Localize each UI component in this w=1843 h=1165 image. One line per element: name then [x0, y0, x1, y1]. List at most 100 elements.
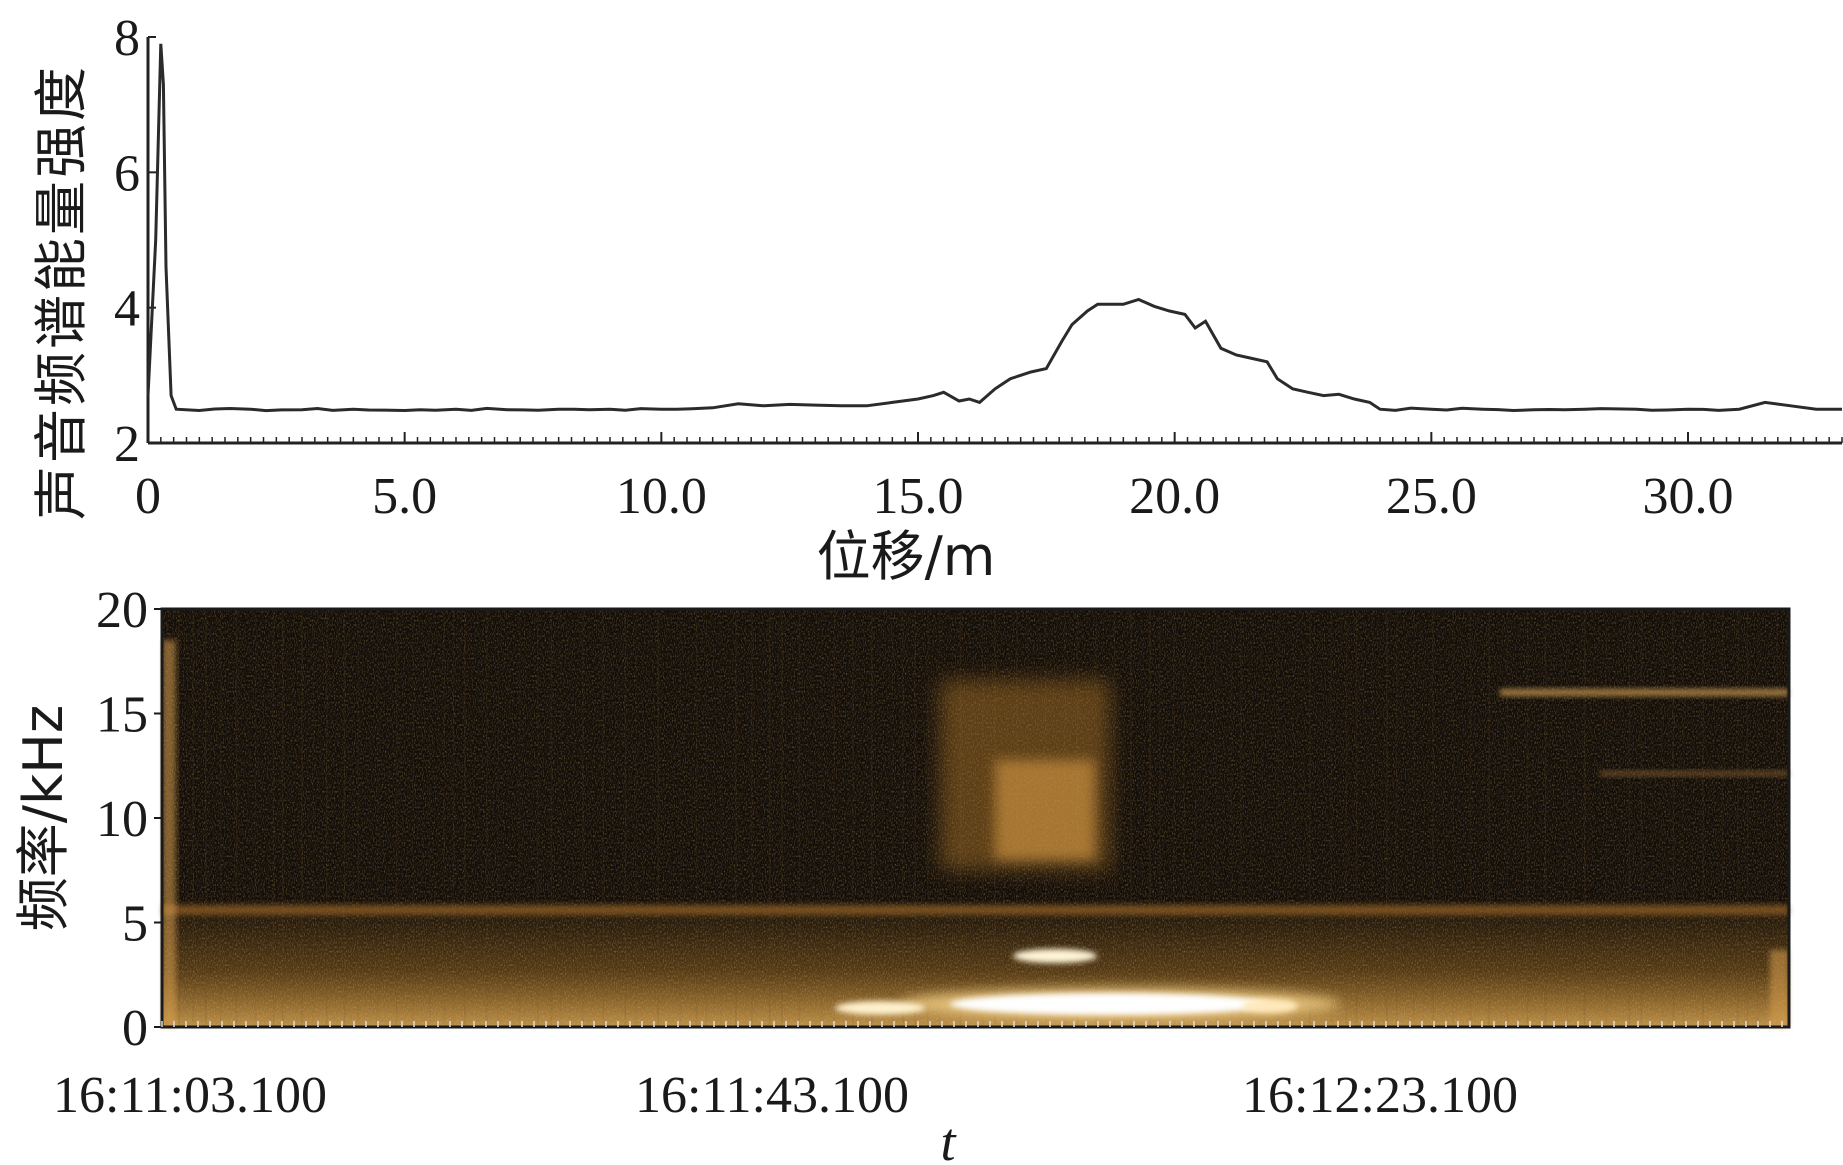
stripe [852, 611, 854, 1025]
left-edge-energy [162, 640, 176, 1027]
band-5khz [162, 905, 1789, 915]
stripe [1605, 611, 1608, 1025]
y-tick-label: 5 [122, 896, 148, 953]
stripe [357, 611, 360, 1025]
stripe [1628, 611, 1631, 1025]
line-chart: 0 5.0 10.0 15.0 20.0 25.0 30.0 2 4 6 8 位移/m 声音频谱能量… [30, 10, 1843, 588]
stripe [582, 611, 584, 1025]
x-tick-label: 20.0 [1129, 468, 1220, 525]
y-tick-label: 10 [96, 791, 148, 848]
y-axis-label: 声音频谱能量强度 [30, 64, 93, 520]
stripe [602, 611, 605, 1025]
stripe [1194, 611, 1197, 1025]
stripe [781, 611, 783, 1025]
stripe [938, 611, 941, 1025]
stripe [1240, 611, 1242, 1025]
stripe [1672, 611, 1675, 1025]
stripe [395, 611, 398, 1025]
line-chart-axes [146, 37, 1842, 445]
line-chart-ticks: 0 5.0 10.0 15.0 20.0 25.0 30.0 2 4 6 8 [114, 10, 1843, 525]
burst-1khz [950, 993, 1270, 1015]
stripe [1506, 611, 1509, 1025]
x-tick-label: 15.0 [873, 468, 964, 525]
x-tick-label: 10.0 [616, 468, 707, 525]
y-tick-label: 20 [96, 582, 148, 639]
stripe [497, 611, 500, 1025]
stripe [219, 611, 222, 1025]
stripe [1371, 611, 1373, 1025]
stripe [871, 611, 873, 1025]
spectrogram-image [162, 609, 1789, 1027]
stripe [1309, 611, 1311, 1025]
stripe [281, 611, 284, 1025]
stripe [768, 611, 771, 1025]
stripe [1526, 611, 1529, 1025]
stripe [1737, 611, 1739, 1025]
stripe [518, 611, 521, 1025]
stripe [1277, 611, 1279, 1025]
stripe [1261, 611, 1263, 1025]
x-axis-label-t: t [940, 1112, 957, 1165]
stripe [833, 611, 836, 1025]
spectrogram-ticks: 0 5 10 15 20 16:11:03.100 16:11:43.100 16:12:23… [53, 582, 1783, 1124]
stripe [798, 611, 801, 1025]
stripe [1682, 611, 1685, 1025]
stripe [657, 611, 659, 1025]
stripe [429, 611, 431, 1025]
y-axis-label-frequency: 频率/kHz [12, 705, 75, 931]
stripe [204, 611, 207, 1025]
burst-3khz [1013, 949, 1097, 963]
stripe [485, 611, 488, 1025]
stripe [735, 611, 737, 1025]
stripe [720, 611, 722, 1025]
stripe [254, 611, 257, 1025]
mid-burst-core [995, 760, 1095, 860]
stripe [1640, 611, 1643, 1025]
series-line [146, 43, 1842, 413]
stripe [1113, 611, 1116, 1025]
stripe [550, 611, 553, 1025]
stripe [452, 611, 455, 1025]
stripe [705, 611, 708, 1025]
stripe [1544, 611, 1547, 1025]
burst-1khz-left [835, 1001, 925, 1015]
stripe [1469, 611, 1472, 1025]
stripe [1702, 611, 1704, 1025]
stripe [1355, 611, 1358, 1025]
stripe [624, 611, 627, 1025]
stripe [343, 611, 346, 1025]
y-tick-label: 0 [122, 1000, 148, 1057]
stripe [1330, 611, 1333, 1025]
stripe [820, 611, 823, 1025]
spectrogram-chart: 0 5 10 15 20 16:11:03.100 16:11:43.100 16:12:23… [12, 582, 1791, 1165]
stripe [914, 611, 916, 1025]
stripe [1776, 611, 1779, 1025]
x-tick-label: 30.0 [1643, 468, 1734, 525]
stripe [1488, 611, 1490, 1025]
stripe [1746, 611, 1749, 1025]
stripe [325, 611, 328, 1025]
stripe [312, 611, 315, 1025]
stripe [1292, 611, 1295, 1025]
y-tick-label: 8 [114, 10, 140, 67]
stripe [1452, 611, 1455, 1025]
stripe [679, 611, 682, 1025]
x-axis-label: 位移/m [817, 525, 996, 588]
stripe [1345, 611, 1348, 1025]
stripe [1250, 611, 1253, 1025]
x-tick-label: 0 [135, 468, 161, 525]
stripe [1756, 611, 1759, 1025]
stripe [635, 611, 637, 1025]
stripe [1158, 611, 1161, 1025]
band-12khz [1600, 771, 1789, 776]
stripe [178, 611, 180, 1025]
time-tick-label: 16:11:03.100 [53, 1067, 327, 1124]
stripe [1130, 611, 1132, 1025]
stripe [695, 611, 698, 1025]
x-tick-label: 25.0 [1386, 468, 1477, 525]
right-edge-energy [1770, 950, 1789, 1027]
stripe [412, 611, 414, 1025]
stripe [1205, 611, 1207, 1025]
x-tick-label: 5.0 [372, 468, 437, 525]
time-tick-label: 16:11:43.100 [635, 1067, 909, 1124]
